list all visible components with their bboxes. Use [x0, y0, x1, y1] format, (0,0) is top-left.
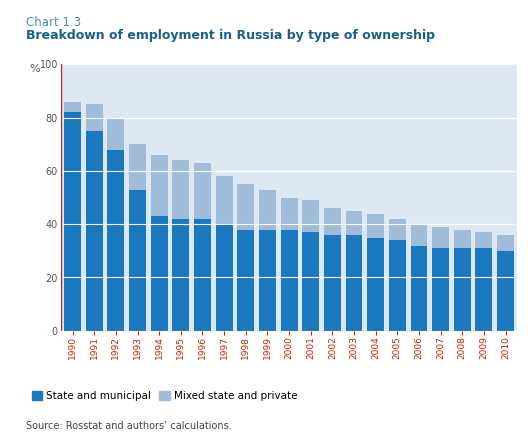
- Bar: [324, 208, 341, 235]
- Bar: [281, 198, 297, 230]
- Bar: [410, 224, 427, 246]
- Text: %: %: [29, 64, 40, 75]
- Bar: [497, 235, 514, 251]
- Bar: [389, 219, 406, 240]
- Bar: [259, 190, 276, 230]
- Bar: [64, 112, 81, 331]
- Bar: [303, 232, 319, 331]
- Bar: [389, 240, 406, 331]
- Bar: [367, 214, 384, 238]
- Bar: [432, 227, 449, 248]
- Bar: [194, 163, 211, 219]
- Text: Breakdown of employment in Russia by type of ownership: Breakdown of employment in Russia by typ…: [26, 29, 436, 42]
- Bar: [173, 219, 190, 331]
- Bar: [216, 176, 233, 224]
- Bar: [173, 160, 190, 219]
- Bar: [324, 235, 341, 331]
- Bar: [454, 230, 470, 248]
- Bar: [303, 200, 319, 232]
- Bar: [367, 238, 384, 331]
- Bar: [454, 248, 470, 331]
- Bar: [475, 248, 492, 331]
- Bar: [238, 184, 254, 230]
- Legend: State and municipal, Mixed state and private: State and municipal, Mixed state and pri…: [32, 391, 297, 401]
- Bar: [151, 155, 168, 216]
- Text: Chart 1.3: Chart 1.3: [26, 16, 81, 28]
- Bar: [64, 102, 81, 112]
- Bar: [345, 235, 362, 331]
- Bar: [129, 144, 146, 190]
- Bar: [129, 190, 146, 331]
- Bar: [194, 219, 211, 331]
- Text: Source: Rosstat and authors’ calculations.: Source: Rosstat and authors’ calculation…: [26, 420, 232, 431]
- Bar: [238, 230, 254, 331]
- Bar: [345, 211, 362, 235]
- Bar: [86, 131, 103, 331]
- Bar: [86, 104, 103, 131]
- Bar: [108, 118, 125, 150]
- Bar: [151, 216, 168, 331]
- Bar: [432, 248, 449, 331]
- Bar: [108, 150, 125, 331]
- Bar: [216, 224, 233, 331]
- Bar: [410, 246, 427, 331]
- Bar: [281, 230, 297, 331]
- Bar: [259, 230, 276, 331]
- Bar: [497, 251, 514, 331]
- Bar: [475, 232, 492, 248]
